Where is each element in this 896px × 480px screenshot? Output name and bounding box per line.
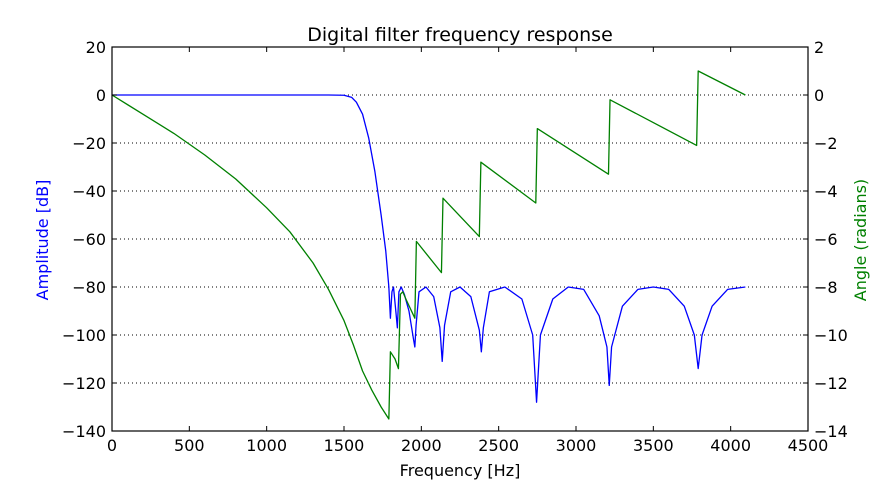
x-tick-label: 3000 xyxy=(556,436,597,455)
y-left-tick-label: −60 xyxy=(72,230,106,249)
x-tick-label: 1500 xyxy=(324,436,365,455)
series-lines xyxy=(111,70,746,420)
y-right-tick-label: −8 xyxy=(814,278,838,297)
y-left-tick-label: −120 xyxy=(62,374,106,393)
y-right-tick-label: 0 xyxy=(814,86,824,105)
x-tick-label: 500 xyxy=(174,436,205,455)
y-right-tick-label: −6 xyxy=(814,230,838,249)
y-right-tick-label: −12 xyxy=(814,374,848,393)
y-right-tick-label: −10 xyxy=(814,326,848,345)
x-tick-label: 0 xyxy=(107,436,117,455)
y-right-tick-label: −4 xyxy=(814,182,838,201)
x-tick-label: 3500 xyxy=(633,436,674,455)
gridlines xyxy=(112,94,808,384)
y-left-tick-label: −100 xyxy=(62,326,106,345)
y-left-tick-label: −140 xyxy=(62,422,106,441)
y-left-tick-label: 0 xyxy=(96,86,106,105)
y-left-tick-label: −80 xyxy=(72,278,106,297)
series-line-angle xyxy=(111,70,746,420)
y-left-axis-label: Amplitude [dB] xyxy=(33,180,52,301)
y-right-tick-label: −14 xyxy=(814,422,848,441)
y-right-axis-label: Angle (radians) xyxy=(851,179,870,301)
series-line-amplitude xyxy=(112,94,746,403)
y-right-tick-label: −2 xyxy=(814,134,838,153)
x-tick-label: 2500 xyxy=(478,436,519,455)
x-tick-label: 2000 xyxy=(401,436,442,455)
y-left-tick-label: −40 xyxy=(72,182,106,201)
x-tick-label: 4000 xyxy=(710,436,751,455)
x-tick-label: 1000 xyxy=(246,436,287,455)
y-left-tick-label: −20 xyxy=(72,134,106,153)
axis-ticks: 0 500 1000 1500 2000 2500 3000 3500 4000 4500200−… xyxy=(62,38,848,455)
x-tick-label: 4500 xyxy=(788,436,829,455)
y-left-tick-label: 20 xyxy=(86,38,106,57)
x-axis-label: Frequency [Hz] xyxy=(400,461,521,480)
chart-title: Digital filter frequency response xyxy=(307,24,613,46)
y-right-tick-label: 2 xyxy=(814,38,824,57)
